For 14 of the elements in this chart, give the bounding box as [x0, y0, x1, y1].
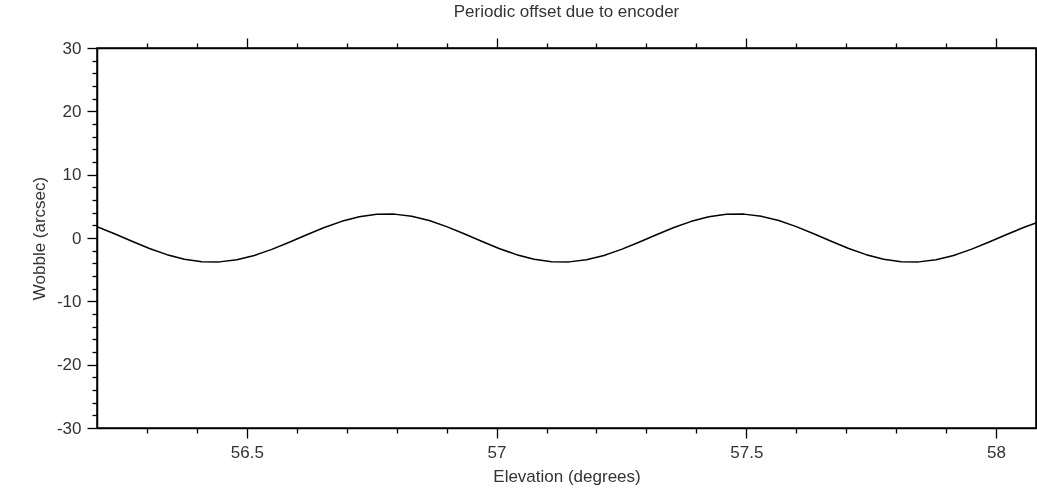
- y-tick-label: 0: [72, 228, 82, 248]
- y-axis-title: Wobble (arcsec): [29, 176, 49, 301]
- x-axis-title: Elevation (degrees): [493, 466, 641, 486]
- x-tick-label: 57: [487, 442, 507, 462]
- chart-title: Periodic offset due to encoder: [453, 2, 680, 22]
- y-tick-label: -20: [56, 355, 82, 375]
- y-tick-label: -10: [56, 291, 82, 311]
- x-tick-label: 58: [987, 442, 1006, 462]
- x-tick-label: 57.5: [730, 442, 764, 462]
- y-tick-label: 20: [62, 101, 82, 121]
- y-tick-label: 10: [62, 165, 82, 185]
- y-tick-label: 30: [62, 38, 82, 58]
- y-tick-label: -30: [56, 418, 82, 438]
- x-tick-label: 56.5: [230, 442, 264, 462]
